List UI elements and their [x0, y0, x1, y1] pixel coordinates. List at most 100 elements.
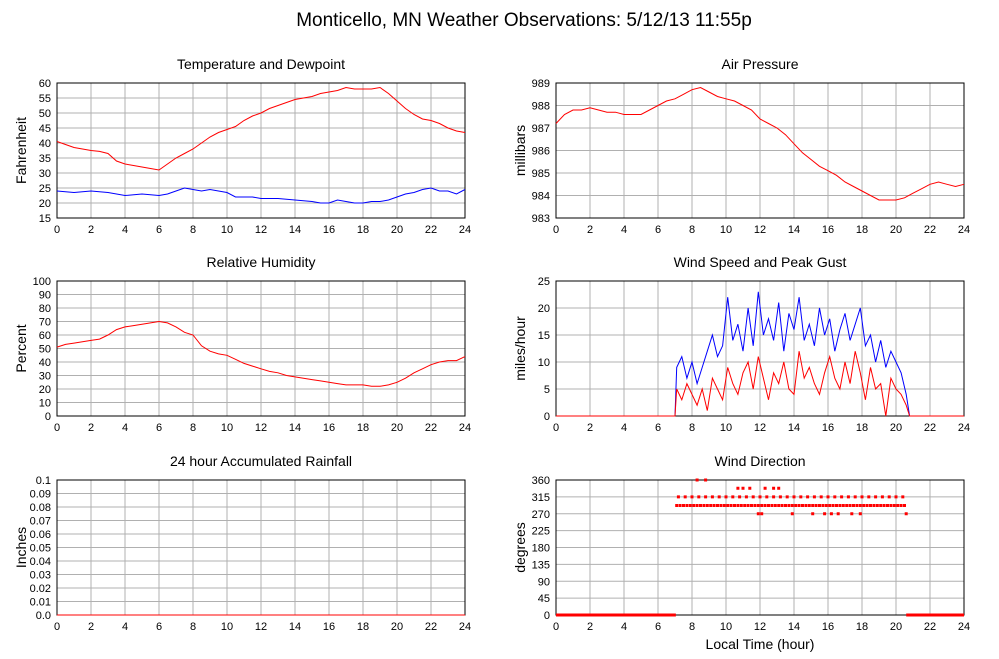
y-tick-label: 0.0 [36, 610, 51, 622]
direction-point [887, 495, 891, 499]
y-tick-label: 988 [532, 101, 550, 113]
x-tick-label: 12 [754, 621, 766, 633]
direction-point [692, 504, 696, 507]
x-tick-label: 18 [357, 422, 369, 434]
x-tick-label: 2 [88, 422, 94, 434]
x-tick-label: 12 [255, 224, 267, 236]
direction-point [797, 504, 801, 507]
page-title: Monticello, MN Weather Observations: 5/1… [296, 10, 752, 31]
direction-point [838, 504, 842, 507]
x-tick-label: 10 [720, 224, 732, 236]
direction-point [765, 495, 769, 499]
direction-point [860, 495, 864, 499]
direction-point [872, 504, 876, 507]
direction-point [744, 495, 748, 499]
direction-point [852, 504, 855, 507]
x-tick-label: 4 [122, 621, 128, 633]
y-tick-label: 360 [532, 475, 550, 487]
x-tick-label: 6 [655, 224, 661, 236]
direction-point [738, 495, 742, 499]
x-tick-label: 22 [425, 422, 437, 434]
y-tick-label: 10 [39, 398, 51, 410]
chart-title: Relative Humidity [207, 254, 316, 270]
direction-point [683, 495, 687, 499]
direction-point [710, 495, 714, 499]
direction-point [901, 495, 905, 499]
direction-point [807, 504, 811, 507]
x-tick-label: 0 [54, 224, 60, 236]
x-tick-label: 10 [720, 621, 732, 633]
x-tick-label: 6 [156, 224, 162, 236]
x-tick-label: 2 [88, 621, 94, 633]
x-tick-label: 12 [754, 224, 766, 236]
x-tick-label: 14 [289, 422, 301, 434]
x-tick-label: 8 [689, 621, 695, 633]
y-tick-label: 90 [39, 290, 51, 302]
direction-point [743, 504, 747, 507]
x-tick-label: 6 [156, 422, 162, 434]
y-tick-label: 0.09 [30, 489, 51, 501]
direction-point [836, 512, 840, 516]
x-tick-label: 22 [924, 621, 936, 633]
direction-point [787, 504, 791, 507]
y-tick-label: 0.05 [30, 543, 51, 555]
x-tick-label: 24 [459, 224, 471, 236]
y-tick-label: 15 [538, 330, 550, 342]
direction-point [731, 495, 735, 499]
chart-title: Temperature and Dewpoint [177, 56, 345, 72]
x-tick-label: 0 [553, 224, 559, 236]
direction-point [682, 504, 685, 507]
x-tick-label: 0 [553, 422, 559, 434]
y-tick-label: 0.04 [30, 556, 51, 568]
direction-point [772, 486, 776, 490]
x-tick-label: 6 [156, 621, 162, 633]
direction-point [697, 495, 701, 499]
direction-point [719, 504, 723, 507]
direction-point [688, 504, 692, 507]
y-tick-label: 0 [544, 411, 550, 423]
x-tick-label: 8 [190, 422, 196, 434]
direction-point [690, 495, 694, 499]
y-axis-label: Fahrenheit [13, 117, 29, 184]
y-tick-label: 100 [33, 276, 51, 288]
direction-point [704, 478, 708, 482]
direction-point [904, 512, 908, 516]
x-tick-label: 10 [221, 224, 233, 236]
x-tick-label: 14 [788, 224, 800, 236]
y-tick-label: 0.03 [30, 570, 51, 582]
direction-point [741, 486, 745, 490]
y-tick-label: 45 [39, 123, 51, 135]
x-tick-label: 24 [958, 224, 970, 236]
plot-frame [56, 82, 466, 219]
direction-point [724, 495, 728, 499]
y-axis-label: Percent [13, 324, 29, 372]
direction-point [748, 486, 752, 490]
direction-point [751, 495, 755, 499]
plot-frame [555, 479, 965, 616]
direction-point [739, 504, 743, 507]
y-tick-label: 70 [39, 317, 51, 329]
x-tick-label: 18 [856, 224, 868, 236]
x-tick-label: 0 [553, 621, 559, 633]
direction-point [823, 512, 827, 516]
y-tick-label: 40 [39, 138, 51, 150]
direction-point [811, 504, 815, 507]
y-tick-label: 0.07 [30, 516, 51, 528]
direction-point [826, 495, 830, 499]
direction-point [875, 504, 879, 507]
x-tick-label: 16 [323, 224, 335, 236]
direction-point [794, 504, 798, 507]
direction-point [828, 504, 832, 507]
y-tick-label: 60 [39, 78, 51, 90]
series-line-0 [555, 86, 965, 201]
x-tick-label: 2 [88, 224, 94, 236]
y-tick-label: 25 [39, 183, 51, 195]
x-tick-label: 14 [788, 621, 800, 633]
direction-point [726, 504, 730, 507]
y-tick-label: 180 [532, 543, 550, 555]
direction-point [889, 504, 893, 507]
y-tick-label: 90 [538, 576, 550, 588]
